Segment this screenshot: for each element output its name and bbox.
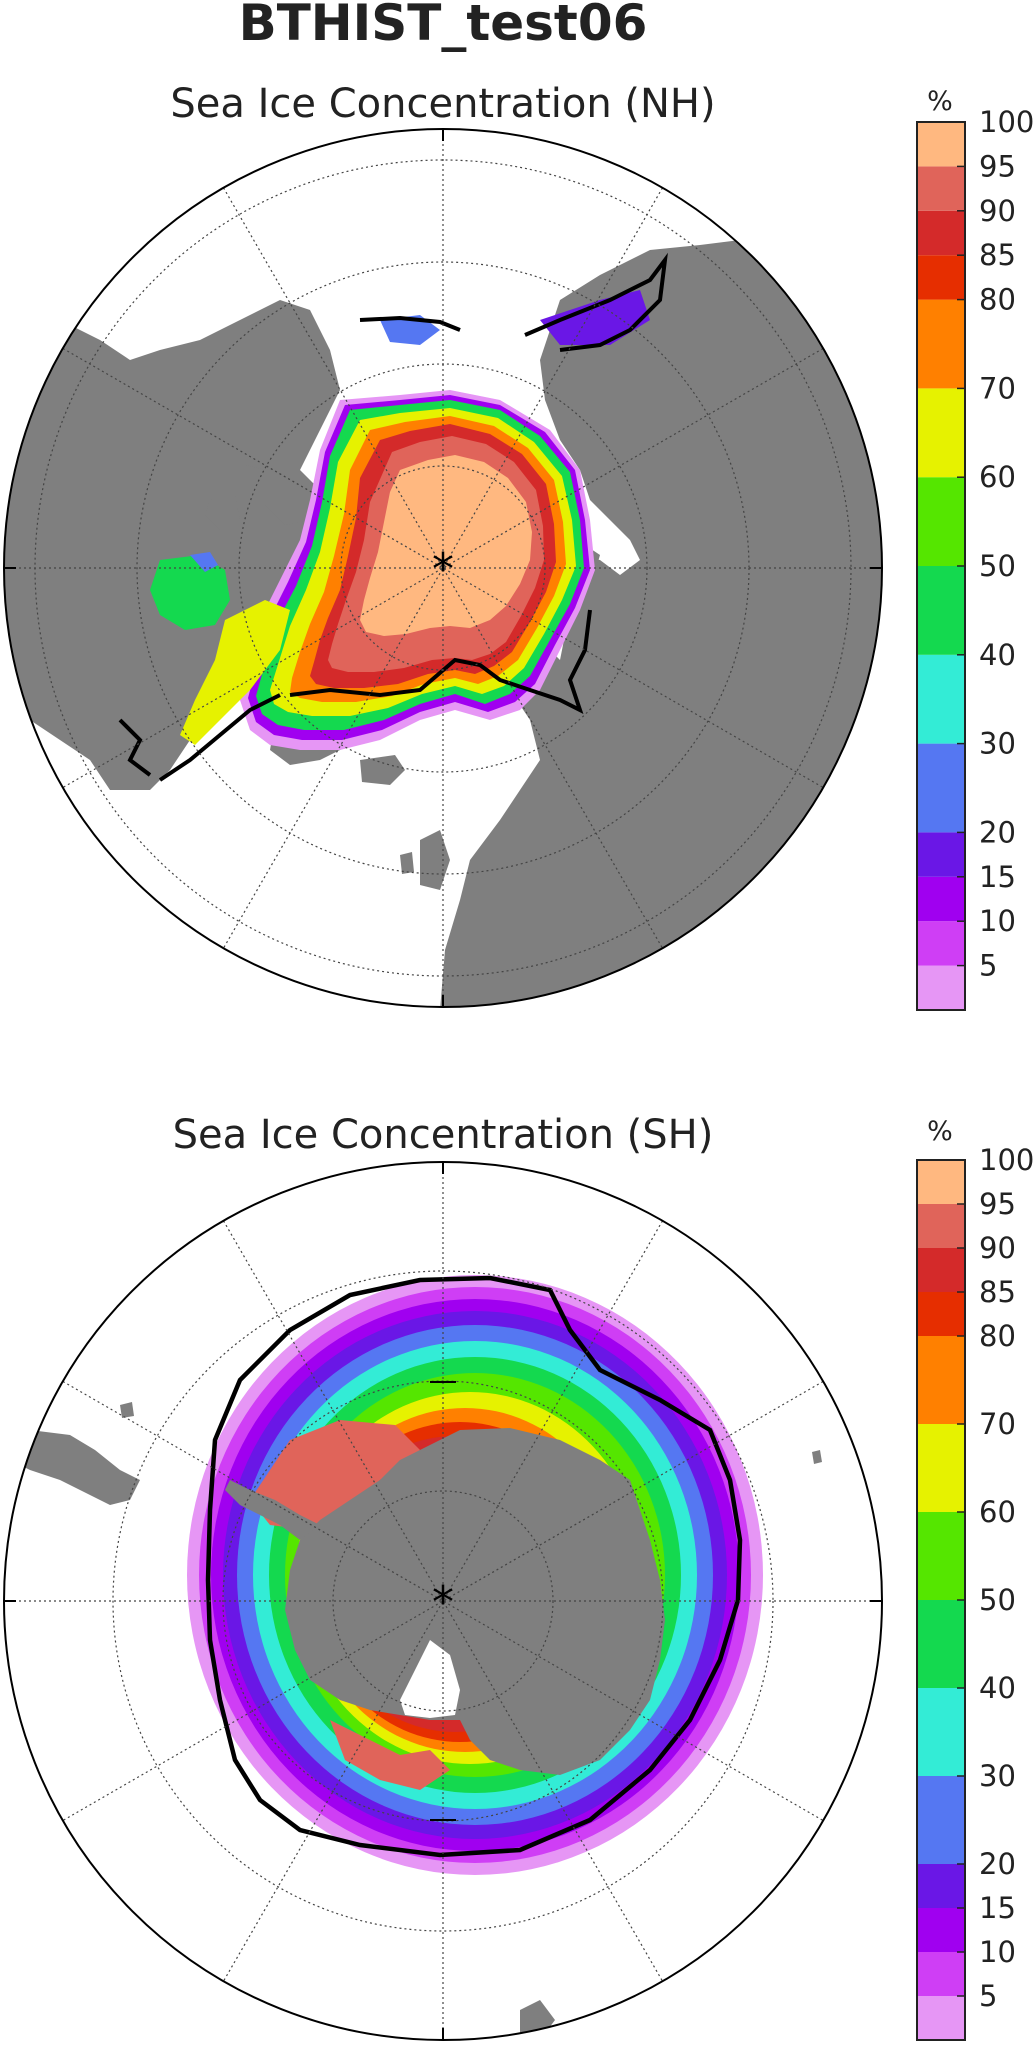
nh-colorbar-tick-label: 10 [979, 904, 1016, 938]
nh-colorbar-swatch [917, 388, 965, 478]
nh-colorbar-tick-label: 50 [979, 549, 1016, 583]
nh-colorbar-tick-label: 100 [979, 105, 1034, 139]
sh-colorbar-tick-label: 90 [979, 1231, 1016, 1265]
sh-colorbar: % 5 10 15 20 30 40 50 60 70 80 85 90 95 100 [916, 1116, 1034, 2041]
nh-colorbar-swatch [917, 921, 965, 966]
sh-colorbar-swatch [917, 1996, 965, 2040]
nh-colorbar-tick-label: 15 [979, 860, 1016, 894]
sh-colorbar-swatch [917, 1600, 965, 1688]
sh-colorbar-swatch [917, 1908, 965, 1952]
nh-colorbar: % 5 10 15 20 30 40 50 60 70 80 85 90 95 100 [916, 86, 1034, 1011]
nh-colorbar-tick-label: 80 [979, 283, 1016, 317]
nh-land [4, 240, 882, 1007]
sh-ice-weddell-95 [250, 1420, 420, 1530]
nh-ice-hudson-bay-edge [190, 552, 218, 572]
nh-map [4, 129, 882, 1007]
nh-ice-labrador [180, 600, 290, 745]
sh-graticule [4, 1162, 882, 2040]
sh-colorbar-tick-label: 20 [979, 1847, 1016, 1881]
nh-land-eurasia [440, 240, 882, 1007]
sh-ross-ice-shelf [400, 1640, 460, 1718]
nh-panel: Sea Ice Concentration (NH) [3, 81, 883, 1008]
nh-ice-okhotsk [540, 290, 650, 345]
nh-pole-marker: * [432, 544, 454, 595]
sh-colorbar-unit: % [927, 1116, 953, 1147]
nh-colorbar-tick-label: 85 [979, 238, 1016, 272]
nh-colorbar-tick-label: 70 [979, 371, 1016, 405]
nh-colorbar-tick-label: 40 [979, 638, 1016, 672]
sh-pole-marker: * [432, 1577, 454, 1628]
nh-colorbar-tick-label: 30 [979, 727, 1016, 761]
sh-colorbar-tick-label: 85 [979, 1275, 1016, 1309]
sh-colorbar-swatch [917, 1688, 965, 1776]
sh-colorbar-swatch [917, 1952, 965, 1996]
nh-colorbar-tick-label: 5 [979, 949, 997, 983]
sh-panel: Sea Ice Concentration (SH) [3, 1112, 883, 2041]
sh-colorbar-tick-label: 15 [979, 1891, 1016, 1925]
sh-ice-edge [205, 1275, 743, 1858]
nh-ice-edge [118, 252, 668, 782]
sh-colorbar-tick-label: 10 [979, 1935, 1016, 1969]
sh-ice-ross-95 [330, 1720, 450, 1790]
nh-colorbar-unit: % [927, 86, 953, 117]
nh-colorbar-swatch [917, 166, 965, 211]
nh-ice-hudson-bay [150, 555, 230, 630]
sh-colorbar-swatch [917, 1512, 965, 1600]
nh-colorbar-swatch [917, 743, 965, 833]
sh-colorbar-swatch [917, 1336, 965, 1424]
nh-colorbar-swatch [917, 122, 965, 167]
nh-land-north-america [4, 300, 360, 790]
nh-colorbar-tick-label: 60 [979, 460, 1016, 494]
nh-colorbar-swatch [917, 255, 965, 300]
sh-colorbar-swatch [917, 1292, 965, 1336]
nh-colorbar-swatch [917, 876, 965, 922]
sh-colorbar-swatch [917, 1424, 965, 1512]
nh-colorbar-tick-label: 90 [979, 194, 1016, 228]
nh-colorbar-tick-label: 95 [979, 149, 1016, 183]
nh-land-iceland [360, 755, 405, 785]
sh-colorbar-swatch [917, 1160, 965, 1204]
nh-land-british-isles [400, 830, 450, 890]
sh-colorbar-tick-label: 5 [979, 1979, 997, 2013]
sh-colorbar-tick-label: 70 [979, 1407, 1016, 1441]
sh-colorbar-tick-label: 40 [979, 1671, 1016, 1705]
nh-panel-title: Sea Ice Concentration (NH) [170, 81, 715, 127]
nh-colorbar-tick-label: 20 [979, 815, 1016, 849]
sh-colorbar-swatch [917, 1204, 965, 1248]
sh-colorbar-tick-label: 50 [979, 1583, 1016, 1617]
sh-colorbar-tick-label: 60 [979, 1495, 1016, 1529]
sh-colorbar-swatch [917, 1864, 965, 1908]
nh-colorbar-swatch [917, 210, 965, 256]
nh-colorbar-swatch [917, 299, 965, 389]
sh-land-south-america [10, 1430, 140, 1505]
nh-graticule [4, 129, 882, 1007]
sh-colorbar-swatch [917, 1776, 965, 1864]
nh-colorbar-swatch [917, 965, 965, 1010]
nh-colorbar-swatch [917, 654, 965, 744]
nh-colorbar-swatch [917, 832, 965, 877]
sh-map-ticks [4, 1162, 882, 2040]
sh-land-peninsula [225, 1480, 320, 1540]
sh-colorbar-tick-label: 95 [979, 1187, 1016, 1221]
sh-colorbar-swatch [917, 1248, 965, 1292]
nh-ice-band-100 [360, 455, 532, 636]
nh-land-archipelago [205, 430, 320, 530]
sh-colorbar-tick-label: 100 [979, 1143, 1034, 1177]
nh-map-ticks [4, 129, 882, 1007]
sh-colorbar-tick-label: 30 [979, 1759, 1016, 1793]
figure-title: BTHIST_test06 [239, 0, 648, 52]
sh-map [4, 1162, 882, 2040]
nh-colorbar-swatch [917, 477, 965, 566]
sh-panel-title: Sea Ice Concentration (SH) [173, 1112, 714, 1158]
nh-colorbar-swatch [917, 566, 965, 655]
sh-colorbar-tick-label: 80 [979, 1319, 1016, 1353]
